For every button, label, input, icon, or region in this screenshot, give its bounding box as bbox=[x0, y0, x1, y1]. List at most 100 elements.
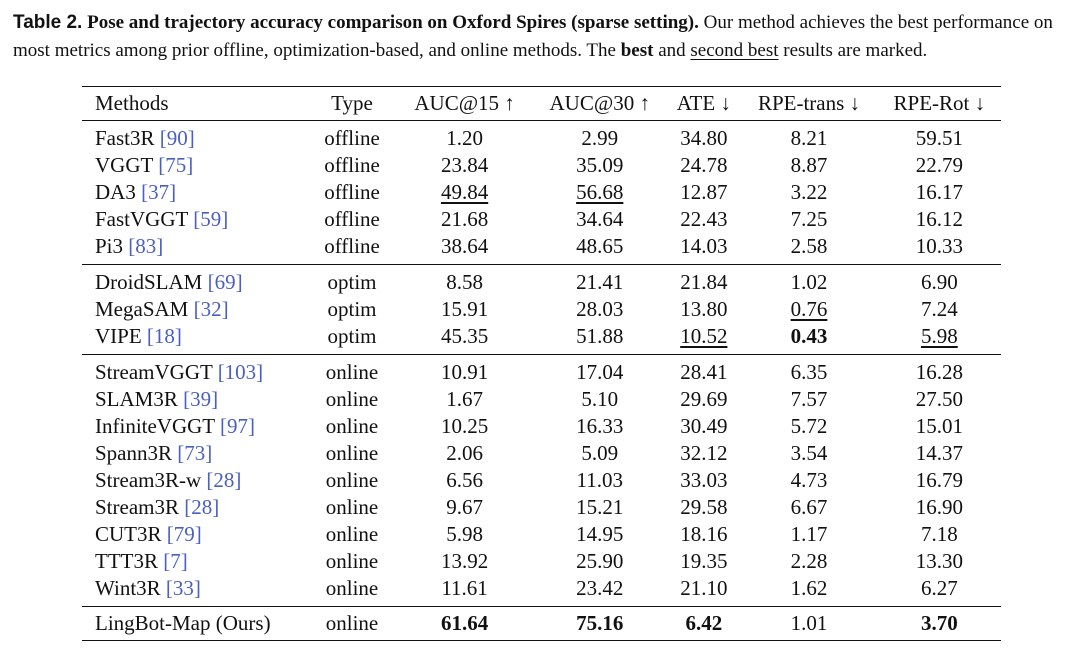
auc15-cell: 8.58 bbox=[397, 265, 532, 297]
rpe-trans-cell: 1.17 bbox=[740, 521, 877, 548]
citation-link[interactable]: [28] bbox=[206, 468, 242, 492]
method-cell: InfiniteVGGT [97] bbox=[82, 413, 307, 440]
metric-value: 45.35 bbox=[440, 324, 489, 348]
metric-value: 5.09 bbox=[581, 441, 619, 465]
rpe-rot-cell: 5.98 bbox=[877, 323, 1001, 355]
header-auc15: AUC@15 ↑ bbox=[414, 91, 515, 115]
auc30-cell: 14.95 bbox=[532, 521, 667, 548]
table-row: LingBot-Map (Ours) online 61.64 75.16 6.42 1.… bbox=[82, 606, 1001, 641]
ate-cell: 29.69 bbox=[667, 386, 740, 413]
method-name: Wint3R bbox=[95, 576, 161, 600]
citation-link[interactable]: [59] bbox=[193, 207, 229, 231]
citation-link[interactable]: [18] bbox=[146, 324, 182, 348]
metric-value: 17.04 bbox=[576, 360, 624, 384]
type-cell: offline bbox=[324, 126, 380, 150]
metric-value: 11.03 bbox=[576, 468, 623, 492]
method-cell: Spann3R [73] bbox=[82, 440, 307, 467]
metric-value: 10.25 bbox=[440, 414, 489, 438]
rpe-trans-cell: 3.22 bbox=[740, 179, 877, 206]
metric-value: 16.90 bbox=[915, 495, 963, 519]
auc30-cell: 23.42 bbox=[532, 575, 668, 607]
rpe-rot-cell: 16.12 bbox=[878, 206, 1001, 233]
citation-link[interactable]: [39] bbox=[183, 387, 219, 411]
ate-cell: 32.12 bbox=[667, 440, 740, 467]
table-row: CUT3R [79] online 5.98 14.95 18.16 1.17 7.18 bbox=[82, 521, 1001, 548]
metric-value: 16.79 bbox=[915, 468, 963, 492]
caption-and: and bbox=[658, 40, 686, 61]
type-cell: online bbox=[307, 606, 397, 641]
type-cell: online bbox=[307, 575, 397, 607]
metric-value: 61.64 bbox=[440, 611, 489, 635]
rpe-rot-cell: 16.28 bbox=[878, 355, 1001, 387]
citation-link[interactable]: [7] bbox=[163, 549, 188, 573]
header-auc30: AUC@30 ↑ bbox=[549, 91, 650, 115]
metric-value: 5.10 bbox=[581, 387, 619, 411]
table-row: DA3 [37] offline 49.84 56.68 12.87 3.22 16.17 bbox=[82, 179, 1001, 206]
metric-value: 34.64 bbox=[576, 207, 624, 231]
rpe-trans-cell: 8.21 bbox=[740, 121, 877, 153]
type-cell: online bbox=[325, 414, 379, 438]
rpe-rot-cell: 6.27 bbox=[877, 575, 1001, 607]
auc30-cell: 34.64 bbox=[532, 206, 667, 233]
rpe-rot-cell: 16.90 bbox=[878, 494, 1001, 521]
ate-cell: 28.41 bbox=[667, 355, 740, 387]
auc15-cell: 15.91 bbox=[397, 296, 532, 323]
rpe-rot-cell: 3.70 bbox=[877, 606, 1001, 641]
citation-link[interactable]: [73] bbox=[177, 441, 213, 465]
metric-value: 4.73 bbox=[790, 468, 828, 492]
metric-value: 29.58 bbox=[680, 495, 728, 519]
citation-link[interactable]: [83] bbox=[128, 234, 164, 258]
metric-value: 21.68 bbox=[440, 207, 489, 231]
metric-value: 2.06 bbox=[446, 441, 483, 465]
auc15-cell: 10.91 bbox=[397, 355, 532, 387]
auc15-cell: 5.98 bbox=[397, 521, 532, 548]
ate-cell: 13.80 bbox=[667, 296, 740, 323]
rpe-trans-cell: 4.73 bbox=[740, 467, 877, 494]
citation-link[interactable]: [69] bbox=[207, 270, 243, 294]
method-name: DroidSLAM bbox=[95, 270, 203, 294]
citation-link[interactable]: [103] bbox=[217, 360, 264, 384]
method-name: DA3 bbox=[95, 180, 136, 204]
metric-value: 2.99 bbox=[581, 126, 619, 150]
table-row: SLAM3R [39] online 1.67 5.10 29.69 7.57 27.50 bbox=[82, 386, 1001, 413]
rpe-rot-cell: 10.33 bbox=[877, 233, 1001, 265]
citation-link[interactable]: [28] bbox=[184, 495, 220, 519]
method-cell: TTT3R [7] bbox=[82, 548, 307, 575]
citation-link[interactable]: [75] bbox=[158, 153, 194, 177]
metric-value: 21.10 bbox=[680, 576, 728, 600]
citation-link[interactable]: [97] bbox=[220, 414, 256, 438]
rpe-trans-cell: 1.01 bbox=[740, 606, 878, 641]
citation-link[interactable]: [79] bbox=[166, 522, 202, 546]
method-name: MegaSAM bbox=[95, 297, 189, 321]
results-table: Methods Type AUC@15 ↑ AUC@30 ↑ ATE ↓ RPE… bbox=[82, 86, 1001, 641]
type-cell: online bbox=[325, 468, 379, 492]
auc15-cell: 9.67 bbox=[397, 494, 532, 521]
type-cell: offline bbox=[324, 180, 380, 204]
type-cell: optim bbox=[307, 323, 397, 355]
auc15-cell: 49.84 bbox=[397, 179, 532, 206]
citation-link[interactable]: [33] bbox=[165, 576, 201, 600]
metric-value: 33.03 bbox=[680, 468, 728, 492]
metric-value: 14.37 bbox=[915, 441, 963, 465]
table-group: Fast3R [90] offline 1.20 2.99 34.80 8.21 59.51… bbox=[82, 121, 1001, 265]
citation-link[interactable]: [32] bbox=[193, 297, 229, 321]
metric-value: 5.72 bbox=[790, 414, 828, 438]
auc30-cell: 51.88 bbox=[532, 323, 668, 355]
citation-link[interactable]: [37] bbox=[141, 180, 177, 204]
method-cell: Stream3R [28] bbox=[82, 494, 307, 521]
auc30-cell: 2.99 bbox=[532, 121, 667, 153]
citation-link[interactable]: [90] bbox=[159, 126, 195, 150]
table-row: VIPE [18] optim 45.35 51.88 10.52 0.43 5.98 bbox=[82, 323, 1001, 355]
table-group: StreamVGGT [103] online 10.91 17.04 28.41 6.3… bbox=[82, 355, 1001, 607]
header-type: Type bbox=[331, 91, 373, 115]
metric-value: 6.27 bbox=[920, 576, 958, 600]
metric-value: 75.16 bbox=[576, 611, 624, 635]
rpe-trans-cell: 0.76 bbox=[740, 296, 877, 323]
metric-value: 3.54 bbox=[790, 441, 828, 465]
metric-value: 7.18 bbox=[920, 522, 958, 546]
rpe-trans-cell: 8.87 bbox=[740, 152, 877, 179]
auc30-cell: 75.16 bbox=[532, 606, 668, 641]
method-name: LingBot-Map (Ours) bbox=[95, 611, 271, 635]
auc15-cell: 11.61 bbox=[397, 575, 533, 607]
caption-label: Table 2. bbox=[13, 12, 83, 33]
